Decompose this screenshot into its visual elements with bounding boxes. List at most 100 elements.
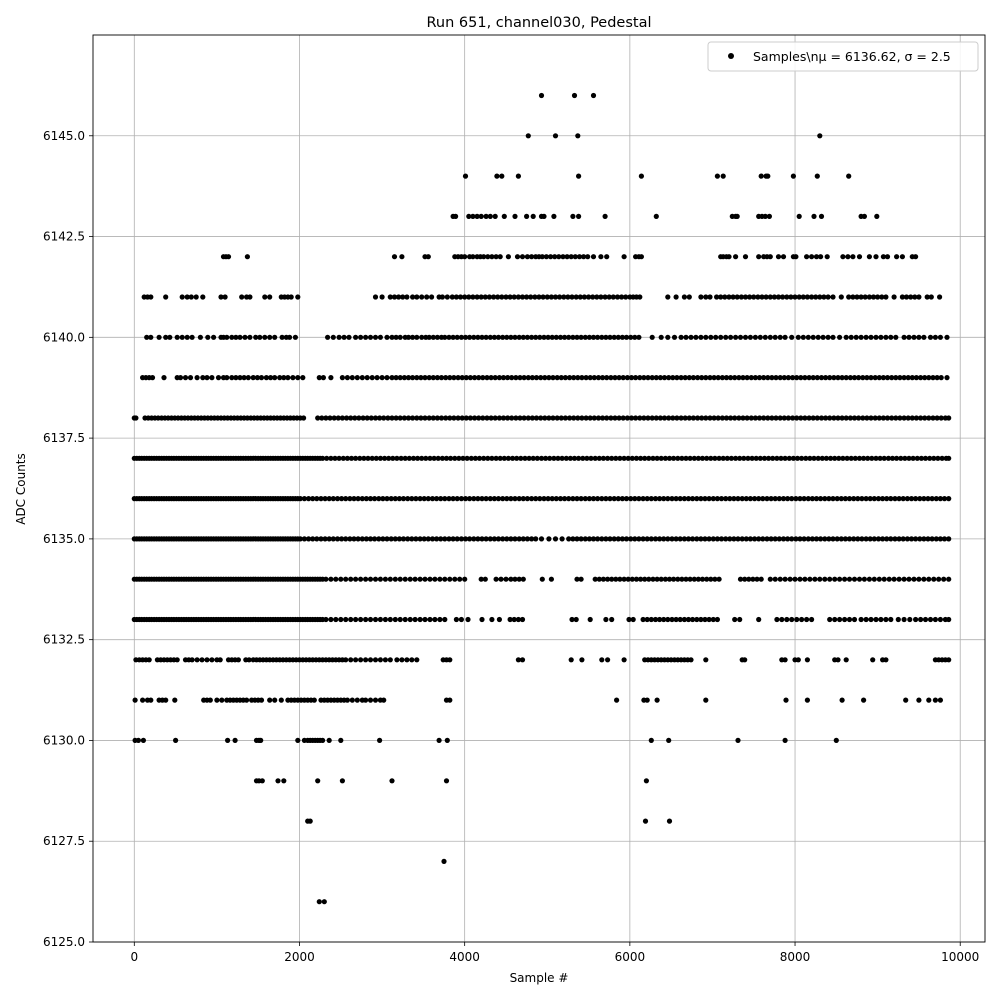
data-point [512,576,518,582]
data-point [244,697,250,703]
data-point [295,737,301,744]
data-point [804,254,810,260]
data-point [685,616,692,623]
data-point [835,375,841,381]
data-point [718,334,724,340]
data-point [737,576,744,582]
data-point [189,334,195,340]
data-point [834,496,840,502]
data-point [946,496,952,502]
data-point [848,455,854,461]
data-point [229,334,235,340]
data-point [944,334,950,340]
data-point [780,294,786,300]
data-point [657,375,664,381]
data-point [880,536,886,542]
data-point [587,375,593,381]
chart-title: Run 651, channel030, Pedestal [426,15,651,31]
data-point [258,375,265,381]
data-point [594,294,600,300]
data-point [225,254,232,260]
data-point [686,294,692,300]
data-point [311,697,317,703]
data-point [670,375,676,381]
data-point [405,496,411,502]
data-point [681,294,688,300]
data-point [619,496,626,502]
data-point [831,415,837,421]
data-point [789,616,795,623]
data-point [938,375,944,381]
data-point [884,375,891,381]
data-point [262,294,268,300]
data-point [184,294,190,300]
data-point [441,858,447,865]
data-point [782,576,788,582]
data-point [787,576,793,582]
data-point [921,334,927,340]
data-point [480,375,486,381]
data-point [161,375,167,381]
data-point [871,496,877,502]
data-point [661,415,668,421]
data-point [832,455,838,461]
data-point [817,133,823,139]
data-point [884,415,891,421]
data-point [628,334,634,340]
data-point [407,616,413,623]
data-point [426,375,432,381]
data-point [501,455,507,461]
data-point [520,496,526,502]
data-point [922,375,928,381]
data-point [683,455,689,461]
data-point [525,415,531,421]
data-point [568,657,574,663]
data-point [552,294,559,300]
data-point [640,616,646,623]
data-point [903,294,910,300]
data-point [776,496,782,502]
data-point [430,415,436,421]
data-point [789,496,795,502]
data-point [343,616,349,623]
data-point [281,375,287,381]
data-point [779,616,785,623]
data-point [856,415,862,421]
data-point [753,455,759,461]
data-point [372,616,379,623]
data-point [442,576,448,582]
data-point [858,616,864,623]
data-point [447,697,453,703]
data-point [465,616,471,623]
data-point [856,254,863,260]
data-point [333,616,339,623]
data-point [868,415,874,421]
data-point [747,496,754,502]
data-point [932,616,939,623]
data-point [381,415,387,421]
data-point [363,334,369,340]
data-point [290,375,296,381]
data-point [347,536,353,542]
data-point [611,334,617,340]
data-point [918,616,924,623]
data-point [606,294,612,300]
data-point [827,375,833,381]
data-point [926,697,932,703]
data-point [575,133,581,139]
data-point [873,254,879,260]
data-point [323,616,329,623]
data-point [946,415,952,421]
data-point [711,375,717,381]
data-point [911,334,917,340]
data-point [931,576,937,582]
data-point [541,496,547,502]
data-point [479,334,485,340]
data-point [872,375,878,381]
data-point [842,576,848,582]
data-point [889,415,895,421]
data-point [376,536,382,542]
data-point [297,536,303,542]
data-point [556,254,562,260]
data-point [301,415,307,421]
